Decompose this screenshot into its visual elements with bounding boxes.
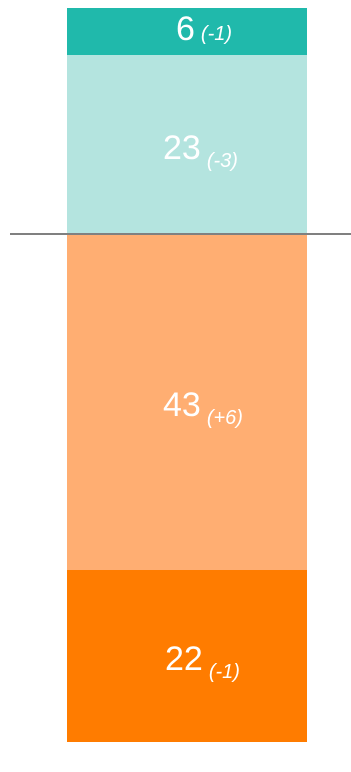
bar-segment-0: 6 (-1)	[67, 8, 307, 55]
bar-segment-1: 23 (-3)	[67, 54, 307, 235]
segment-label-0: 6 (-1)	[176, 12, 232, 46]
segment-delta-0: (-1)	[200, 23, 233, 46]
segment-delta-1: (-3)	[206, 149, 238, 172]
segment-delta-3: (-1)	[208, 661, 240, 684]
segment-delta-2: (+6)	[206, 407, 243, 430]
bar-segment-3: 22 (-1)	[67, 570, 307, 742]
divider-line	[10, 233, 351, 236]
segment-label-3: 22 (-1)	[165, 640, 240, 682]
segment-value-2: 43	[163, 386, 201, 425]
segment-label-1: 23 (-3)	[163, 128, 238, 171]
bar-segment-2: 43 (+6)	[67, 234, 307, 571]
segment-value-0: 6	[176, 10, 195, 49]
segment-label-2: 43 (+6)	[163, 386, 243, 428]
segment-value-3: 22	[165, 640, 203, 679]
segment-value-1: 23	[163, 128, 201, 167]
